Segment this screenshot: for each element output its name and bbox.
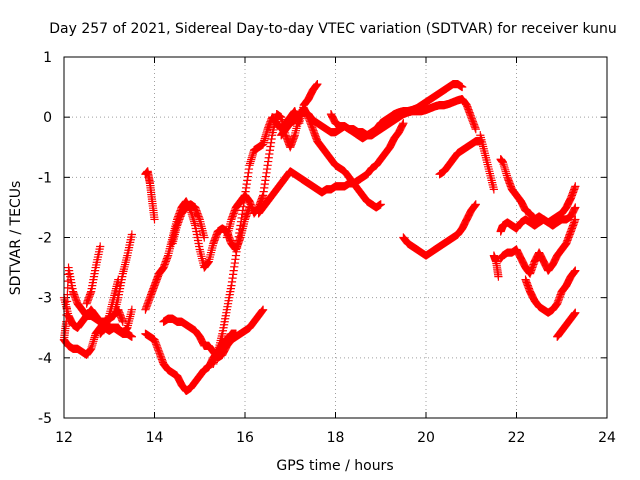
data-point bbox=[96, 242, 105, 251]
data-point bbox=[313, 79, 322, 89]
y-tick-label: -1 bbox=[38, 170, 52, 186]
x-tick-label: 12 bbox=[55, 430, 73, 446]
y-tick-label: -5 bbox=[38, 411, 52, 427]
series-arc-4 bbox=[82, 242, 105, 308]
x-tick-label: 22 bbox=[508, 430, 526, 446]
x-tick-label: 14 bbox=[146, 430, 164, 446]
series-arc-17 bbox=[399, 200, 480, 260]
series-arc-18 bbox=[435, 137, 485, 179]
series-arc-5 bbox=[96, 275, 123, 338]
data-point bbox=[127, 305, 136, 314]
series-arc-9 bbox=[159, 305, 268, 362]
series-arc-8 bbox=[141, 329, 241, 396]
y-tick-label: 1 bbox=[43, 50, 52, 66]
series-arc-11 bbox=[168, 200, 209, 248]
y-tick-label: -2 bbox=[38, 231, 52, 247]
series-arc-6 bbox=[109, 230, 136, 320]
y-tick-label: -4 bbox=[38, 351, 52, 367]
data-point bbox=[458, 82, 467, 92]
data-series bbox=[59, 79, 580, 396]
data-point bbox=[118, 317, 127, 326]
axis-ticks: 12 14 16 18 20 22 24 1 0 -1 -2 -3 -4 -5 bbox=[38, 50, 616, 446]
x-axis-label: GPS time / hours bbox=[276, 458, 393, 474]
chart-title: Day 257 of 2021, Sidereal Day-to-day VTE… bbox=[49, 21, 617, 37]
data-point bbox=[200, 233, 209, 242]
grid bbox=[64, 57, 607, 418]
x-tick-label: 16 bbox=[236, 430, 254, 446]
y-axis-label: SDTVAR / TECUs bbox=[8, 181, 24, 296]
y-tick-label: -3 bbox=[38, 291, 52, 307]
data-point bbox=[259, 305, 268, 314]
series-arc-16 bbox=[326, 95, 480, 140]
data-point bbox=[376, 200, 385, 209]
data-point bbox=[63, 297, 72, 306]
y-tick-label: 0 bbox=[43, 110, 52, 126]
data-point bbox=[150, 215, 159, 224]
data-point bbox=[63, 290, 72, 299]
data-point bbox=[127, 230, 136, 239]
series-arc-13 bbox=[222, 104, 385, 242]
x-tick-label: 20 bbox=[417, 430, 435, 446]
series-arc-25 bbox=[553, 308, 580, 341]
series-arc-14 bbox=[254, 119, 408, 218]
data-point bbox=[63, 283, 72, 292]
x-tick-label: 18 bbox=[327, 430, 345, 446]
series-arc-7 bbox=[141, 167, 159, 224]
data-point bbox=[471, 125, 480, 134]
data-point bbox=[399, 119, 408, 128]
data-point bbox=[127, 332, 136, 341]
x-tick-label: 24 bbox=[598, 430, 616, 446]
